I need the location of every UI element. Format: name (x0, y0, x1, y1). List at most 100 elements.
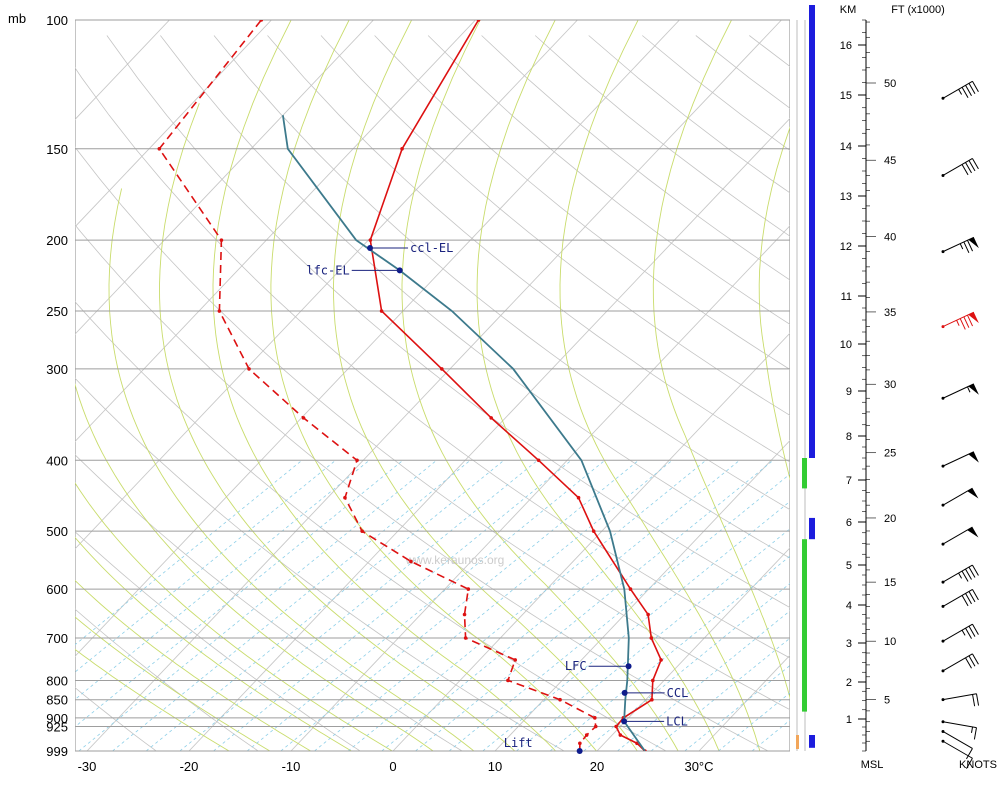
wind-barb-shaft (942, 451, 975, 467)
wind-barb-feather (968, 160, 976, 172)
dewpoint-point (217, 309, 222, 313)
mixing-ratio-line (549, 555, 790, 751)
wind-barb-feather (965, 593, 972, 605)
km-tick-label: 15 (840, 90, 852, 102)
wind-barb-shaft (942, 653, 973, 672)
dewpoint-point (463, 636, 468, 640)
dry-adiabat-line (75, 454, 463, 751)
mixing-ratio-line (448, 473, 790, 751)
isotherm-line (75, 20, 272, 228)
pressure-tick-label: 600 (46, 582, 68, 597)
mixing-ratio-line (280, 459, 639, 751)
level-marker (576, 748, 583, 754)
wind-barb (941, 653, 979, 673)
temperature-point (618, 733, 623, 737)
wind-barb (941, 720, 977, 740)
km-tick-label: 16 (840, 40, 852, 52)
isotherm-line (75, 20, 578, 550)
wind-barb-feather (966, 748, 973, 760)
km-tick-label: 13 (840, 191, 852, 203)
level-label: CCL (667, 686, 689, 700)
temperature-point (440, 367, 444, 371)
wind-barb (941, 236, 979, 254)
wind-barb-feather (961, 570, 969, 582)
mixing-ratio-line (381, 459, 740, 751)
wind-barb-feather (961, 87, 969, 98)
dry-adiabat-line (910, 36, 1000, 767)
wind-barb-station (941, 639, 945, 643)
dewpoint-point (343, 495, 347, 500)
km-tick-label: 11 (841, 291, 852, 303)
wind-unit-label: KNOTS (959, 759, 997, 771)
dry-adiabat-line (803, 36, 1000, 767)
mixing-ratio-line (179, 459, 538, 751)
ft-tick-label: 10 (884, 636, 896, 648)
wind-barb-pennant (968, 237, 979, 249)
temperature-point (646, 612, 650, 617)
pressure-tick-label: 250 (46, 304, 68, 319)
ft-tick-label: 35 (884, 307, 896, 319)
stability-strip-segment (809, 5, 815, 458)
mixing-ratio-line (314, 459, 673, 751)
isotherm-line (494, 439, 790, 751)
wind-barb-station (941, 542, 945, 546)
wind-barb-pennant (968, 451, 979, 463)
pressure-tick-label: 100 (46, 13, 68, 28)
wind-barb-feather (965, 657, 972, 669)
wind-barb (941, 623, 979, 643)
temperature-tick-label: 0 (389, 759, 396, 774)
wind-barb-feather (972, 81, 979, 92)
stability-strip-segment (809, 711, 815, 735)
wind-barb-shaft (942, 526, 973, 545)
pressure-tick-label: 900 (46, 711, 68, 726)
wind-barb-shaft (942, 740, 973, 759)
wind-barb-shaft (942, 487, 973, 506)
wind-barb-shaft (942, 623, 973, 642)
wind-barb-feather (959, 318, 966, 330)
isotherm-line (86, 20, 782, 751)
wind-barb-half-feather (961, 629, 966, 636)
mixing-ratio-line (112, 459, 471, 751)
mixing-ratio-line (246, 459, 606, 751)
dewpoint-point (219, 238, 224, 242)
wind-barb (941, 80, 979, 100)
temperature-tick-label: -30 (78, 759, 97, 774)
wind-barb-feather (972, 653, 979, 665)
km-tick-label: 3 (846, 638, 852, 650)
dry-adiabat-line (213, 35, 790, 511)
mixing-ratio-line (213, 459, 572, 751)
wind-barb-station (941, 720, 945, 724)
cape-strip-segment (802, 539, 807, 712)
km-tick-label: 7 (846, 475, 852, 487)
mixing-ratio-line (145, 459, 505, 751)
wind-barb-station (941, 503, 945, 507)
ft-tick-label: 25 (884, 448, 896, 460)
wind-barb-shaft (942, 158, 973, 176)
dewpoint-point (593, 724, 598, 729)
wind-barb-pennant (968, 312, 979, 324)
wind-barb (941, 311, 979, 330)
isotherm-line (596, 547, 790, 751)
wind-barb-station (941, 739, 945, 743)
dry-adiabat-line (75, 377, 565, 751)
mixing-ratio-line (78, 459, 437, 751)
moist-adiabat-line (159, 103, 516, 751)
dewpoint-point (360, 529, 364, 533)
wind-barb-feather (963, 241, 970, 254)
stability-strip-segment (809, 735, 815, 748)
wind-barb-feather (965, 85, 972, 96)
mixing-ratio-line (482, 500, 790, 751)
wind-barb-station (941, 729, 945, 733)
pressure-tick-label: 400 (46, 453, 68, 468)
wind-barb-feather (972, 564, 979, 576)
wind-barb-feather (972, 623, 979, 635)
wind-barb-shaft (942, 311, 975, 328)
pressure-tick-label: 850 (46, 693, 68, 708)
wind-barb (941, 588, 979, 608)
mixing-ratio-line (75, 459, 303, 646)
wind-barb-feather (965, 627, 972, 639)
km-tick-label: 8 (846, 431, 852, 443)
wind-barb-shaft (942, 383, 975, 399)
isotherm-line (903, 20, 1000, 751)
wind-barb-feather (967, 314, 973, 327)
